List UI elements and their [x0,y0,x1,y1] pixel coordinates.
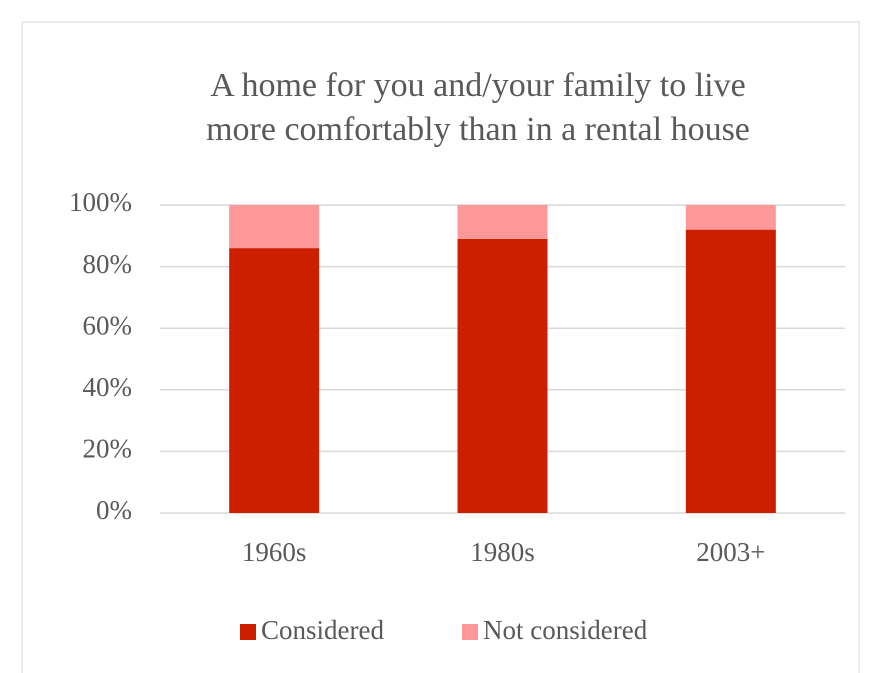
bar-segment [685,205,776,230]
legend-label: Considered [261,615,384,645]
x-tick-label: 1980s [470,537,535,567]
y-tick-label: 40% [83,372,133,402]
y-tick-label: 60% [83,310,133,340]
bar-segment [685,229,776,513]
bar-segment [229,205,320,249]
x-tick-label: 1960s [242,537,307,567]
legend-swatch [240,624,256,640]
bar-segment [457,205,548,239]
bar-segment [229,248,320,513]
chart-title: A home for you and/your family to live [210,67,745,104]
chart-title: more comfortably than in a rental house [206,111,750,148]
y-tick-label: 20% [83,434,133,464]
y-tick-label: 80% [83,249,133,279]
y-tick-label: 100% [69,187,132,217]
legend-swatch [462,624,478,640]
x-tick-label: 2003+ [696,537,765,567]
y-tick-label: 0% [96,495,132,525]
legend-label: Not considered [483,615,648,645]
bar-segment [457,238,548,513]
